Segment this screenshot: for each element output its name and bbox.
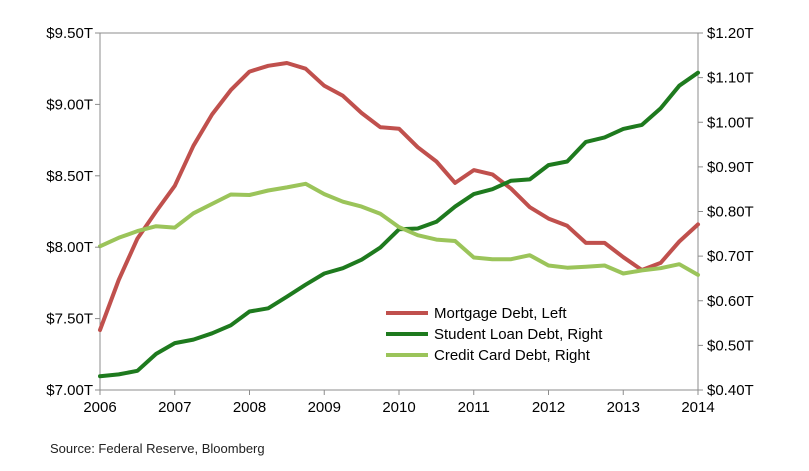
right-tick-label: $1.10T <box>707 70 754 87</box>
legend-label-credit-card-debt-right: Credit Card Debt, Right <box>434 347 591 364</box>
left-tick-label: $9.50T <box>46 25 93 42</box>
right-tick-label: $0.80T <box>707 204 754 221</box>
right-tick-label: $0.90T <box>707 159 754 176</box>
x-tick-label: 2008 <box>233 399 266 416</box>
x-tick-label: 2009 <box>308 399 341 416</box>
chart-legend: Mortgage Debt, Left Student Loan Debt, Ri… <box>386 305 603 364</box>
chart-series <box>98 61 700 379</box>
left-y-axis-ticks: $7.00T $7.50T $8.00T $8.50T $9.00T $9.50T <box>46 25 100 399</box>
right-tick-label: $0.60T <box>707 293 754 310</box>
x-axis-ticks: 2006 2007 2008 2009 2010 2011 2012 2013 2014 <box>83 390 715 416</box>
series-line-student-loan-debt-right <box>98 70 700 379</box>
right-tick-label: $1.20T <box>707 25 754 42</box>
x-tick-label: 2014 <box>681 399 714 416</box>
left-tick-label: $9.00T <box>46 96 93 113</box>
x-tick-label: 2012 <box>532 399 565 416</box>
source-note: Source: Federal Reserve, Bloomberg <box>50 441 265 456</box>
right-tick-label: $0.70T <box>707 248 754 265</box>
right-tick-label: $0.50T <box>707 337 754 354</box>
plot-area-frame <box>99 32 699 391</box>
left-tick-label: $7.00T <box>46 382 93 399</box>
x-tick-label: 2010 <box>382 399 415 416</box>
right-tick-label: $0.40T <box>707 382 754 399</box>
chart-axes <box>99 32 699 391</box>
x-tick-label: 2006 <box>83 399 116 416</box>
series-line-credit-card-debt-right <box>98 181 700 277</box>
series-line-mortgage-debt-left <box>98 61 700 332</box>
right-y-axis-ticks: $0.40T $0.50T $0.60T $0.70T $0.80T $0.90T $1.0… <box>698 25 754 399</box>
left-tick-label: $8.50T <box>46 168 93 185</box>
x-tick-label: 2011 <box>458 399 490 416</box>
right-tick-label: $1.00T <box>707 114 754 131</box>
legend-label-student-loan-debt-right: Student Loan Debt, Right <box>434 326 603 343</box>
legend-label-mortgage-debt-left: Mortgage Debt, Left <box>434 305 567 322</box>
x-tick-label: 2007 <box>158 399 191 416</box>
debt-chart: $7.00T $7.50T $8.00T $8.50T $9.00T $9.50T $0.… <box>46 25 754 416</box>
left-tick-label: $8.00T <box>46 239 93 256</box>
left-tick-label: $7.50T <box>46 311 93 328</box>
x-tick-label: 2013 <box>607 399 640 416</box>
